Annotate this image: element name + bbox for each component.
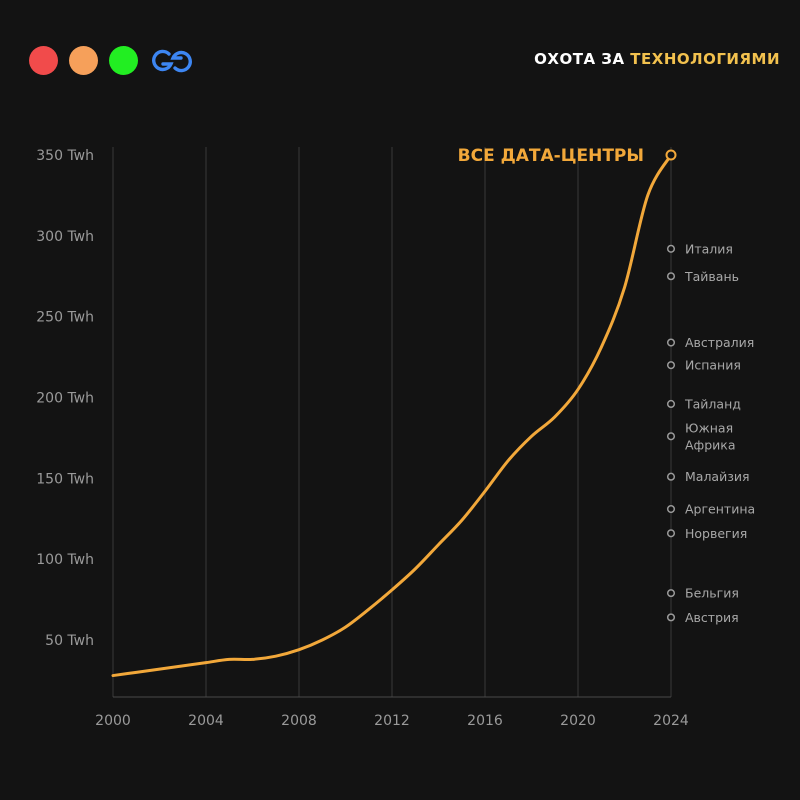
y-tick-label: 300 Twh xyxy=(36,229,94,245)
comparison-marker xyxy=(666,529,676,538)
comparison-marker xyxy=(666,432,676,441)
comparison-label: Аргентина xyxy=(685,502,755,517)
y-tick-label: 200 Twh xyxy=(36,391,94,407)
minimize-dot xyxy=(69,46,98,75)
comparison-label: Италия xyxy=(685,241,733,256)
gg-logo-icon xyxy=(152,49,192,73)
series-line xyxy=(111,153,673,678)
comparison-marker xyxy=(666,399,676,409)
comparison-label: Африка xyxy=(685,437,736,452)
y-tick-label: 100 Twh xyxy=(36,552,94,568)
comparison-label: Австрия xyxy=(685,610,739,625)
brand-title-part1: ОХОТА ЗА xyxy=(534,50,631,68)
comparison-marker xyxy=(666,244,676,253)
comparison-marker xyxy=(666,589,676,598)
y-tick-label: 350 Twh xyxy=(36,148,94,164)
x-tick-label: 2000 xyxy=(95,713,131,729)
x-tick-label: 2016 xyxy=(467,713,503,729)
y-tick-label: 150 Twh xyxy=(36,471,94,487)
comparison-label: Бельгия xyxy=(685,586,739,601)
series-label: ВСЕ ДАТА-ЦЕНТРЫ xyxy=(458,146,644,166)
comparison-label: Австралия xyxy=(685,335,754,350)
x-tick-label: 2004 xyxy=(188,713,224,729)
comparison-label: Испания xyxy=(685,358,741,373)
comparison-marker xyxy=(666,272,676,281)
comparison-label: Норвегия xyxy=(685,526,747,541)
maximize-dot xyxy=(109,46,138,75)
comparison-marker xyxy=(666,613,676,622)
brand-title: ОХОТА ЗА ТЕХНОЛОГИЯМИ xyxy=(534,50,780,68)
y-tick-label: 50 Twh xyxy=(45,633,94,649)
x-tick-label: 2008 xyxy=(281,713,317,729)
comparison-label: Малайзия xyxy=(685,469,750,484)
x-tick-label: 2012 xyxy=(374,713,410,729)
brand-title-part2: ТЕХНОЛОГИЯМИ xyxy=(630,50,780,68)
comparison-marker xyxy=(666,338,676,347)
y-tick-label: 250 Twh xyxy=(36,310,94,326)
x-tick-label: 2024 xyxy=(653,713,689,729)
comparison-marker xyxy=(666,472,676,481)
close-dot xyxy=(29,46,58,75)
x-tick-label: 2020 xyxy=(560,713,596,729)
comparison-label: Тайвань xyxy=(684,269,739,284)
comparison-label: Южная xyxy=(685,420,733,435)
comparison-label: Тайланд xyxy=(684,396,741,411)
comparison-marker xyxy=(666,361,676,370)
series-end-marker xyxy=(665,149,677,161)
comparison-marker xyxy=(666,505,676,514)
